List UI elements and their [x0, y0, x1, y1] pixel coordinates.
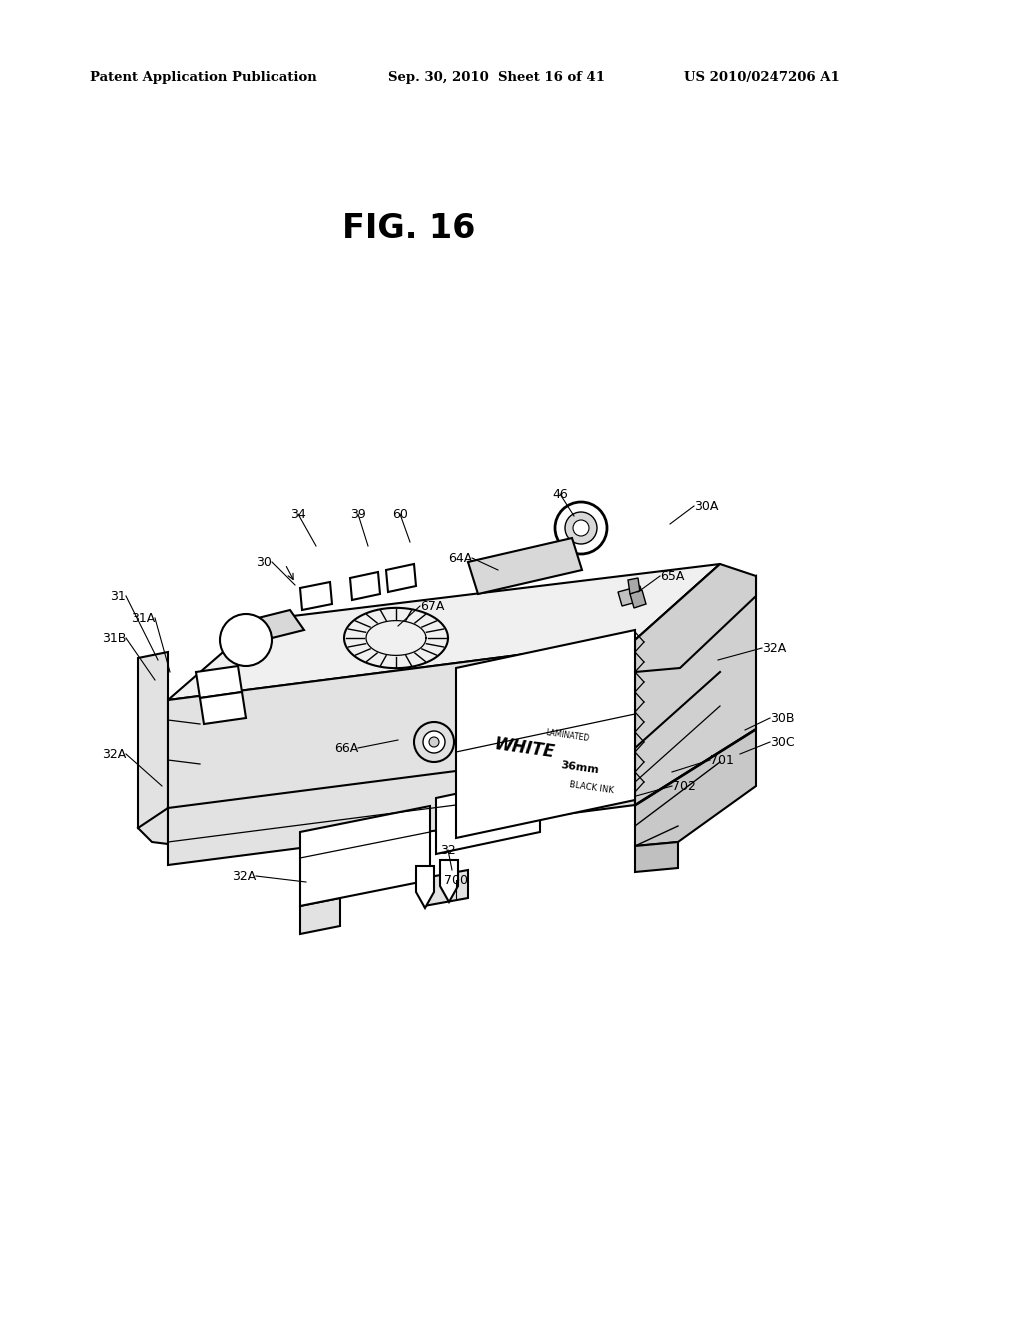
Polygon shape: [168, 640, 635, 865]
Polygon shape: [635, 729, 756, 846]
Text: 36mm: 36mm: [560, 760, 600, 776]
Polygon shape: [416, 866, 434, 908]
Polygon shape: [386, 564, 416, 591]
Text: WHITE: WHITE: [493, 735, 555, 762]
Text: 39: 39: [350, 507, 366, 520]
Text: 30B: 30B: [770, 711, 795, 725]
Polygon shape: [300, 898, 340, 935]
Polygon shape: [468, 539, 582, 594]
Polygon shape: [258, 610, 304, 638]
Polygon shape: [138, 652, 200, 847]
Polygon shape: [168, 808, 200, 854]
Text: 702: 702: [672, 780, 696, 792]
Circle shape: [555, 502, 607, 554]
Circle shape: [573, 520, 589, 536]
Text: 46: 46: [552, 487, 568, 500]
Text: 30C: 30C: [770, 735, 795, 748]
Text: 66A: 66A: [334, 742, 358, 755]
Text: LAMINATED: LAMINATED: [545, 729, 590, 743]
Text: Sep. 30, 2010  Sheet 16 of 41: Sep. 30, 2010 Sheet 16 of 41: [388, 71, 605, 84]
Polygon shape: [440, 861, 458, 902]
Polygon shape: [424, 870, 468, 906]
Polygon shape: [630, 590, 646, 609]
Circle shape: [414, 722, 454, 762]
Text: 32: 32: [440, 843, 456, 857]
Text: 700: 700: [444, 874, 468, 887]
Polygon shape: [456, 630, 635, 838]
Text: FIG. 16: FIG. 16: [342, 211, 475, 244]
Circle shape: [423, 731, 445, 752]
Text: Patent Application Publication: Patent Application Publication: [90, 71, 316, 84]
Polygon shape: [635, 576, 756, 805]
Polygon shape: [300, 807, 430, 906]
Circle shape: [565, 512, 597, 544]
Circle shape: [429, 737, 439, 747]
Text: 701: 701: [710, 754, 734, 767]
Polygon shape: [635, 842, 678, 873]
Text: 64A: 64A: [447, 552, 472, 565]
Text: 32A: 32A: [101, 747, 126, 760]
Polygon shape: [350, 572, 380, 601]
Polygon shape: [168, 564, 720, 700]
Text: 31A: 31A: [131, 611, 155, 624]
Polygon shape: [436, 776, 540, 854]
Text: 67A: 67A: [420, 599, 444, 612]
Text: 30A: 30A: [694, 499, 719, 512]
Polygon shape: [628, 578, 640, 594]
Text: 30: 30: [256, 556, 272, 569]
Polygon shape: [635, 564, 720, 805]
Text: 60: 60: [392, 507, 408, 520]
Text: BLACK INK: BLACK INK: [569, 780, 614, 796]
Text: US 2010/0247206 A1: US 2010/0247206 A1: [684, 71, 840, 84]
Polygon shape: [618, 586, 644, 606]
Polygon shape: [196, 667, 242, 698]
Text: 31B: 31B: [101, 631, 126, 644]
Circle shape: [220, 614, 272, 667]
Text: 65A: 65A: [660, 569, 684, 582]
Polygon shape: [635, 564, 756, 672]
Text: 34: 34: [290, 507, 306, 520]
Text: 32A: 32A: [231, 870, 256, 883]
Text: 31: 31: [111, 590, 126, 602]
Polygon shape: [200, 692, 246, 723]
Text: 32A: 32A: [762, 642, 786, 655]
Polygon shape: [300, 582, 332, 610]
